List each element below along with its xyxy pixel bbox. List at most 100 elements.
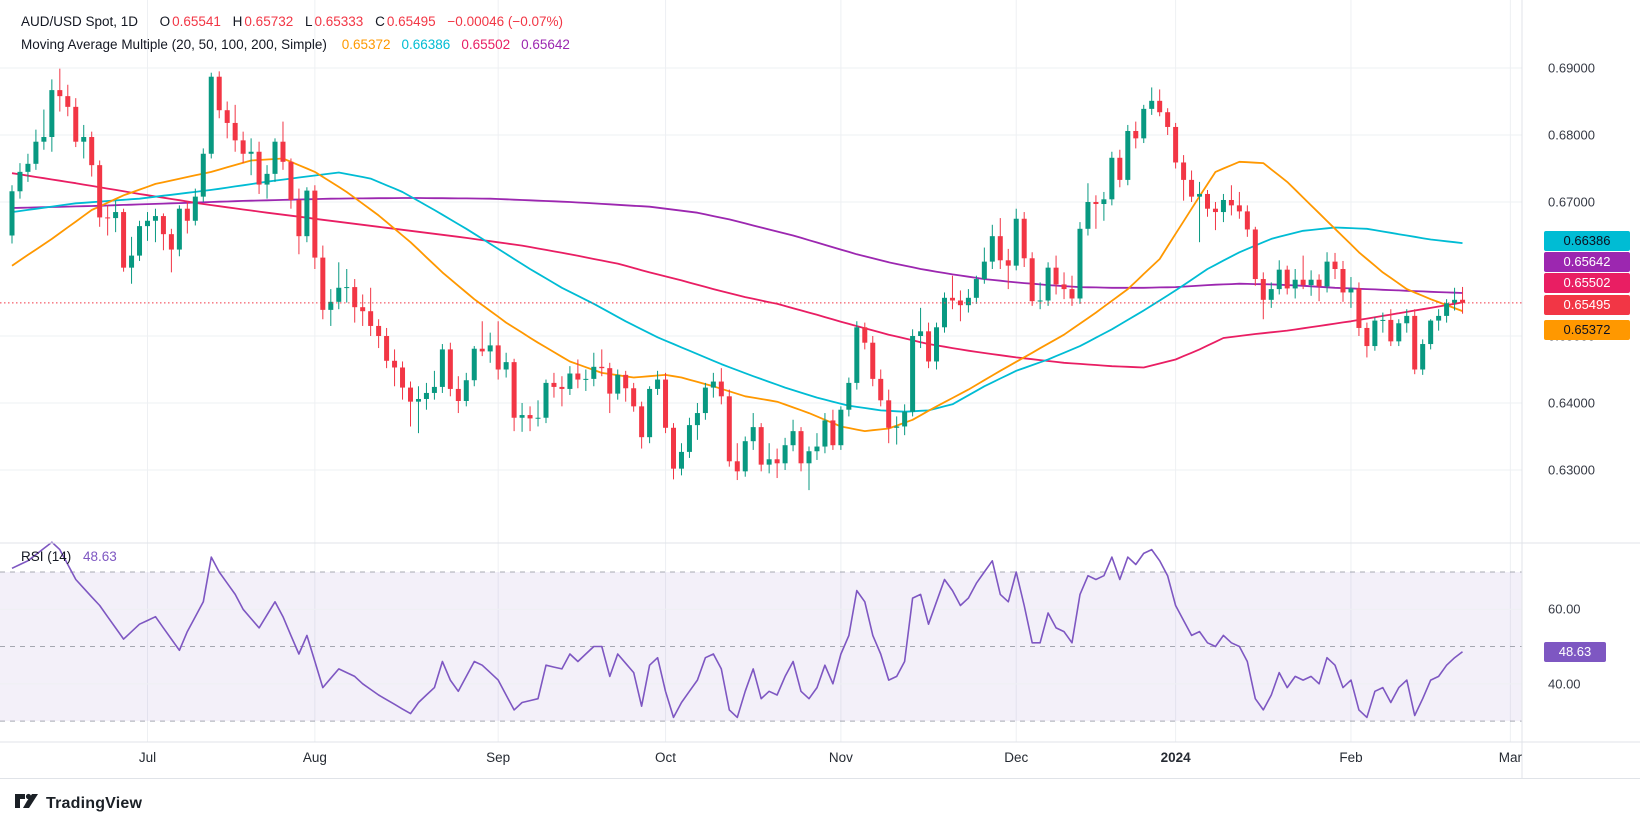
watermark-text[interactable]: TradingView	[46, 794, 143, 812]
high-value: 0.65732	[244, 14, 294, 29]
rsi-line	[11, 541, 1463, 719]
candle-body	[639, 406, 645, 438]
candle-body	[894, 426, 900, 428]
close-label: C	[375, 14, 385, 29]
candle-body	[941, 297, 947, 328]
candle-body	[575, 373, 581, 380]
candle-body	[463, 380, 469, 401]
candle-body	[758, 427, 764, 465]
candle-body	[65, 96, 71, 107]
indicator-value: 0.66386	[401, 37, 451, 52]
symbol-legend[interactable]: AUD/USD Spot, 1D O 0.65541 H 0.65732 L 0.65…	[21, 14, 565, 29]
candle-body	[1189, 179, 1195, 197]
candle-body	[1276, 269, 1282, 290]
candle-body	[973, 279, 979, 298]
candle-body	[870, 342, 876, 379]
candle-body	[392, 360, 398, 368]
candle-body	[144, 220, 150, 227]
ma100-line	[11, 172, 1463, 369]
candle-body	[631, 388, 637, 407]
candle-body	[224, 110, 230, 123]
candle-body	[1085, 202, 1091, 229]
candle-body	[1205, 193, 1210, 209]
ma200-line	[11, 197, 1463, 294]
candle-body	[926, 331, 932, 362]
candle-body	[551, 382, 557, 387]
month-label: 2024	[1160, 750, 1191, 765]
ma50-line	[11, 171, 1463, 413]
rsi-legend[interactable]: RSI (14) 48.63	[21, 549, 117, 564]
candle-body	[97, 165, 103, 218]
candle-body	[447, 349, 453, 389]
candle-body	[782, 445, 788, 464]
candle-body	[822, 420, 828, 447]
candle-body	[1460, 299, 1466, 303]
candle-body	[1348, 288, 1354, 293]
rsi-badge: 48.63	[1544, 641, 1606, 662]
rsi-axis-label: 40.00	[1548, 676, 1581, 692]
price-badge: 0.65502	[1544, 273, 1630, 293]
candle-body	[774, 459, 780, 464]
candle-body	[878, 378, 884, 401]
candle-body	[965, 297, 971, 306]
candle-body	[264, 173, 270, 185]
candle-body	[1045, 267, 1051, 301]
candle-body	[918, 331, 924, 336]
candle-body	[678, 451, 684, 469]
candle-body	[57, 90, 63, 97]
candle-body	[902, 411, 908, 427]
candle-body	[113, 212, 119, 219]
candle-body	[702, 387, 708, 414]
candle-body	[1284, 269, 1290, 289]
candle-body	[1005, 260, 1011, 266]
candle-body	[607, 368, 613, 394]
rsi-value: 48.63	[83, 549, 117, 564]
candle-body	[806, 451, 812, 464]
candle-body	[376, 325, 382, 336]
candle-body	[1173, 126, 1179, 163]
candle-body	[1444, 303, 1450, 316]
candle-body	[479, 348, 485, 352]
price-axis-label: 0.68000	[1548, 127, 1595, 143]
candle-body	[1236, 205, 1242, 212]
candle-body	[1292, 279, 1298, 289]
candle-body	[766, 459, 772, 465]
candle-body	[1332, 261, 1338, 269]
candle-body	[415, 398, 421, 402]
candle-body	[288, 161, 294, 200]
low-value: 0.65333	[314, 14, 364, 29]
candle-body	[1412, 315, 1418, 370]
candle-body	[129, 255, 135, 268]
indicator-legend[interactable]: Moving Average Multiple (20, 50, 100, 20…	[21, 37, 574, 52]
candle-body	[1181, 162, 1187, 180]
chart-container[interactable]: AUD/USD Spot, 1D O 0.65541 H 0.65732 L 0.65…	[0, 0, 1640, 779]
candle-body	[89, 137, 95, 166]
candle-body	[336, 287, 342, 302]
candle-body	[591, 366, 597, 379]
candle-body	[1356, 288, 1362, 328]
candle-body	[248, 151, 254, 154]
candle-body	[304, 190, 310, 237]
candle-body	[1061, 284, 1067, 290]
open-label: O	[159, 14, 171, 29]
candle-body	[1268, 289, 1274, 300]
candle-body	[471, 348, 477, 381]
candle-body	[9, 191, 15, 236]
chart-canvas[interactable]	[0, 0, 1640, 779]
candle-body	[1420, 344, 1426, 370]
candle-body	[1133, 130, 1139, 139]
candle-body	[73, 106, 79, 142]
candle-body	[184, 208, 190, 221]
candle-body	[934, 327, 940, 362]
candle-body	[192, 196, 198, 221]
candle-body	[152, 216, 158, 221]
candle-body	[527, 415, 533, 419]
indicator-value: 0.65372	[341, 37, 391, 52]
month-label: Jul	[138, 750, 157, 765]
candle-body	[1109, 157, 1115, 200]
candle-body	[750, 427, 756, 442]
tradingview-logo-icon[interactable]	[14, 793, 39, 814]
candle-body	[1324, 261, 1330, 287]
candle-body	[734, 461, 740, 472]
candle-body	[272, 141, 278, 174]
